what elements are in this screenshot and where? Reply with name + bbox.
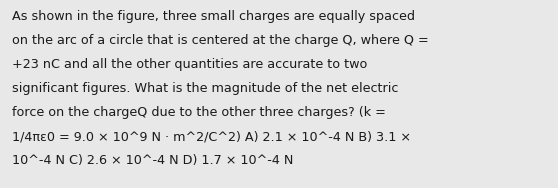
Text: on the arc of a circle that is centered at the charge Q, where Q =: on the arc of a circle that is centered … — [12, 34, 429, 47]
Text: As shown in the figure, three small charges are equally spaced: As shown in the figure, three small char… — [12, 10, 415, 23]
Text: significant figures. What is the magnitude of the net electric: significant figures. What is the magnitu… — [12, 82, 398, 95]
Text: +23 nC and all the other quantities are accurate to two: +23 nC and all the other quantities are … — [12, 58, 367, 71]
Text: 1/4πε0 = 9.0 × 10^9 N · m^2/C^2) A) 2.1 × 10^-4 N B) 3.1 ×: 1/4πε0 = 9.0 × 10^9 N · m^2/C^2) A) 2.1 … — [12, 130, 411, 143]
Text: force on the chargeQ due to the other three charges? (k =: force on the chargeQ due to the other th… — [12, 106, 386, 119]
Text: 10^-4 N C) 2.6 × 10^-4 N D) 1.7 × 10^-4 N: 10^-4 N C) 2.6 × 10^-4 N D) 1.7 × 10^-4 … — [12, 154, 294, 167]
